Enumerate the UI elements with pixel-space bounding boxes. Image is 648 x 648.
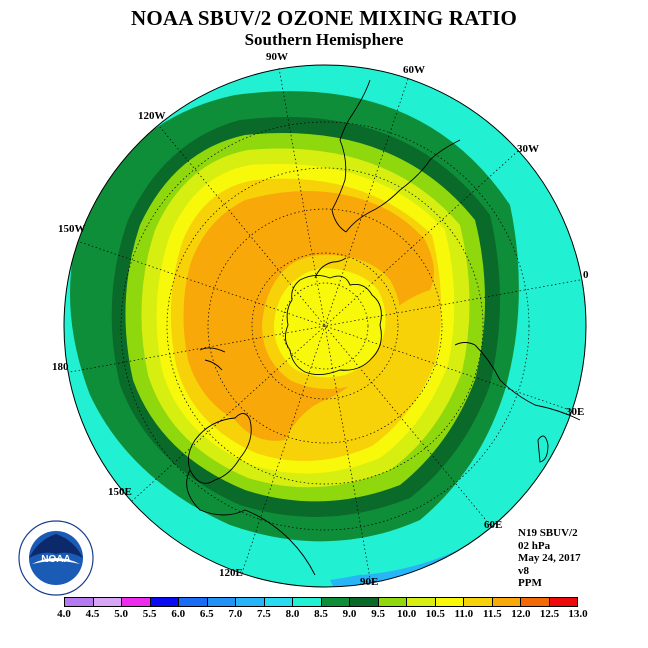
lon-label-60e: 60E (484, 519, 502, 531)
colorbar-tick-label: 8.5 (314, 608, 328, 620)
colorbar-ticks: 4.0 4.5 5.0 5.5 6.0 6.5 7.0 7.5 8.0 8.5 9.0 9.5 10.0… (57, 608, 588, 622)
noaa-logo-wave (32, 558, 80, 564)
coastlines (186, 79, 581, 576)
colorbar-tick-label: 7.0 (228, 608, 243, 620)
meridian-90w-90e (278, 67, 372, 585)
colorbar-cell (207, 598, 236, 606)
colorbar-tick-label: 10.0 (397, 608, 417, 620)
colorbar-tick-label: 10.5 (425, 608, 445, 620)
colorbar-tick-label: 12.0 (511, 608, 531, 620)
noaa-logo-label: NOAA (41, 554, 70, 565)
colorbar-tick-label: 6.5 (199, 608, 214, 620)
colorbar-cell (179, 598, 208, 606)
map-border (63, 64, 587, 588)
meridian-30w-150e (131, 150, 519, 502)
chart-title: NOAA SBUV/2 OZONE MIXING RATIO (131, 6, 517, 30)
longitude-labels: 90W 60W 30W 0 30E 60E 90E 120E 150E 180 … (52, 51, 589, 588)
colorbar-cell (464, 598, 493, 606)
antarctica-coast (285, 275, 382, 375)
colorbar-cell (321, 598, 350, 606)
lat-circle-60s (207, 208, 443, 444)
colorbar-tick-label: 7.5 (257, 608, 271, 620)
colorbar-cell (435, 598, 464, 606)
info-date: May 24, 2017 (518, 552, 581, 564)
colorbar-cell (293, 598, 322, 606)
lat-circle-70s (251, 252, 399, 400)
lon-label-150e: 150E (108, 486, 132, 498)
colorbar-cell (150, 598, 179, 606)
colorbar-tick-label: 9.0 (342, 608, 357, 620)
colorbar-tick-label: 13.0 (568, 608, 588, 620)
colorbar-tick-label: 11.5 (483, 608, 502, 620)
madagascar (537, 435, 549, 463)
colorbar-tick-label: 5.5 (142, 608, 157, 620)
info-block: N19 SBUV/2 02 hPa May 24, 2017 v8 PPM (518, 527, 581, 590)
colorbar-cell (93, 598, 122, 606)
lon-label-30e: 30E (566, 406, 584, 418)
colorbar-cell (122, 598, 151, 606)
south-america-coast (331, 79, 461, 233)
lon-label-90e: 90E (360, 576, 378, 588)
colorbar-cell (378, 598, 407, 606)
info-pressure: 02 hPa (518, 539, 551, 552)
lat-circle-40s (120, 121, 530, 531)
colorbar-cell (492, 598, 521, 606)
colorbar (64, 597, 578, 607)
australia-north (186, 469, 316, 576)
band-10.5-11-core (273, 268, 386, 378)
lon-label-90w: 90W (266, 51, 288, 63)
lon-label-120w: 120W (138, 110, 166, 122)
colorbar-tick-label: 4.0 (57, 608, 71, 620)
colorbar-cell (521, 598, 550, 606)
lon-label-60w: 60W (403, 64, 425, 76)
africa-coast (454, 342, 581, 421)
ozone-field (64, 65, 586, 587)
colorbar-cell (549, 598, 577, 606)
colorbar-tick-label: 9.5 (371, 608, 385, 620)
colorbar-tick-label: 6.0 (171, 608, 186, 620)
colorbar-tick-label: 11.0 (454, 608, 474, 620)
lon-label-30w: 30W (517, 143, 539, 155)
colorbar-cell (407, 598, 436, 606)
lat-circle-50s (166, 167, 484, 485)
colorbar-tick-label: 4.5 (85, 608, 100, 620)
antarctic-peninsula (314, 257, 347, 279)
colorbar-cell (350, 598, 379, 606)
chart-subtitle: Southern Hemisphere (244, 30, 404, 49)
info-version: v8 (518, 564, 529, 577)
colorbar-cell (65, 598, 94, 606)
colorbar-cell (236, 598, 265, 606)
colorbar-tick-label: 12.5 (539, 608, 560, 620)
colorbar-tick-label: 5.0 (114, 608, 128, 620)
lat-circle-80s (281, 282, 369, 370)
info-unit: PPM (518, 577, 542, 589)
info-satellite: N19 SBUV/2 (518, 527, 578, 539)
lon-label-0: 0 (583, 269, 589, 281)
lon-label-120e: 120E (219, 567, 243, 579)
noaa-logo-bird (29, 534, 83, 558)
lon-label-150w: 150W (58, 223, 86, 235)
lon-label-180: 180 (52, 361, 69, 373)
colorbar-cell (264, 598, 293, 606)
graticule (69, 67, 581, 585)
colorbar-tick-label: 8.0 (285, 608, 300, 620)
noaa-logo: NOAA (18, 520, 94, 596)
